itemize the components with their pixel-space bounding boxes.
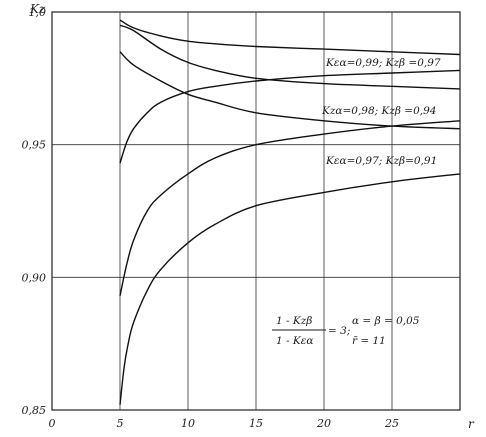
series-line-6 <box>119 173 461 405</box>
series-line-1 <box>119 19 461 56</box>
annotation-label-3: Kεα=0,97; Kzβ=0,91 <box>325 155 437 167</box>
y-tick-label: 0,90 <box>22 271 47 284</box>
x-tick-label: 20 <box>316 417 331 430</box>
x-tick-label: 25 <box>384 417 399 430</box>
annotation-label-1: Kεα=0,99; Kzβ =0,97 <box>325 57 441 69</box>
y-tick-label: 0,95 <box>22 139 47 152</box>
series-line-4 <box>119 69 461 164</box>
x-tick-label: 15 <box>249 417 263 430</box>
formula-value: = 3; <box>328 325 350 337</box>
x-tick-label: 0 <box>49 417 56 430</box>
y-axis-label: Kz <box>29 2 46 16</box>
x-tick-label: 10 <box>181 417 195 430</box>
tick-labels: 0 5 10 15 20 25 1,0 0,95 0,90 0,85 <box>22 6 400 430</box>
formula-denominator: 1 - Kεα <box>276 335 313 347</box>
series-line-3 <box>119 51 461 130</box>
params-line-2: r̄ = 11 <box>352 335 386 347</box>
series-line-5 <box>119 120 461 297</box>
series-line-2 <box>119 24 461 90</box>
params-line-1: α = β = 0,05 <box>352 315 420 327</box>
curves <box>119 19 461 405</box>
x-axis-label: r <box>468 417 475 431</box>
y-tick-label: 1,0 <box>29 6 47 19</box>
y-tick-label: 0,85 <box>22 404 47 417</box>
annotation-label-2: Kzα=0,98; Kzβ =0,94 <box>321 105 436 117</box>
formula-numerator: 1 - Kzβ <box>276 315 312 327</box>
x-tick-label: 5 <box>117 417 124 430</box>
grid <box>52 12 460 410</box>
